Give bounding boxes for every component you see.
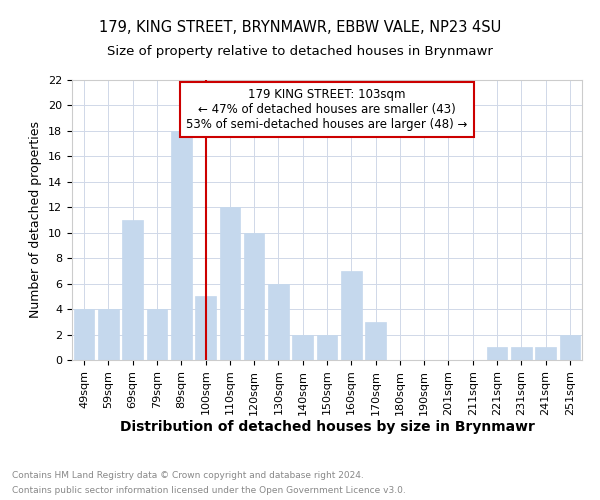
Bar <box>98 309 119 360</box>
X-axis label: Distribution of detached houses by size in Brynmawr: Distribution of detached houses by size … <box>119 420 535 434</box>
Bar <box>146 309 167 360</box>
Bar <box>244 232 265 360</box>
Bar <box>171 131 191 360</box>
Text: Contains public sector information licensed under the Open Government Licence v3: Contains public sector information licen… <box>12 486 406 495</box>
Bar <box>220 208 240 360</box>
Bar <box>317 334 337 360</box>
Bar <box>511 348 532 360</box>
Bar <box>341 271 362 360</box>
Bar <box>122 220 143 360</box>
Y-axis label: Number of detached properties: Number of detached properties <box>29 122 43 318</box>
Text: 179 KING STREET: 103sqm
← 47% of detached houses are smaller (43)
53% of semi-de: 179 KING STREET: 103sqm ← 47% of detache… <box>187 88 467 132</box>
Bar <box>292 334 313 360</box>
Bar <box>535 348 556 360</box>
Bar <box>268 284 289 360</box>
Bar <box>365 322 386 360</box>
Bar <box>560 334 580 360</box>
Text: 179, KING STREET, BRYNMAWR, EBBW VALE, NP23 4SU: 179, KING STREET, BRYNMAWR, EBBW VALE, N… <box>99 20 501 35</box>
Bar <box>74 309 94 360</box>
Text: Size of property relative to detached houses in Brynmawr: Size of property relative to detached ho… <box>107 45 493 58</box>
Text: Contains HM Land Registry data © Crown copyright and database right 2024.: Contains HM Land Registry data © Crown c… <box>12 471 364 480</box>
Bar <box>195 296 216 360</box>
Bar <box>487 348 508 360</box>
